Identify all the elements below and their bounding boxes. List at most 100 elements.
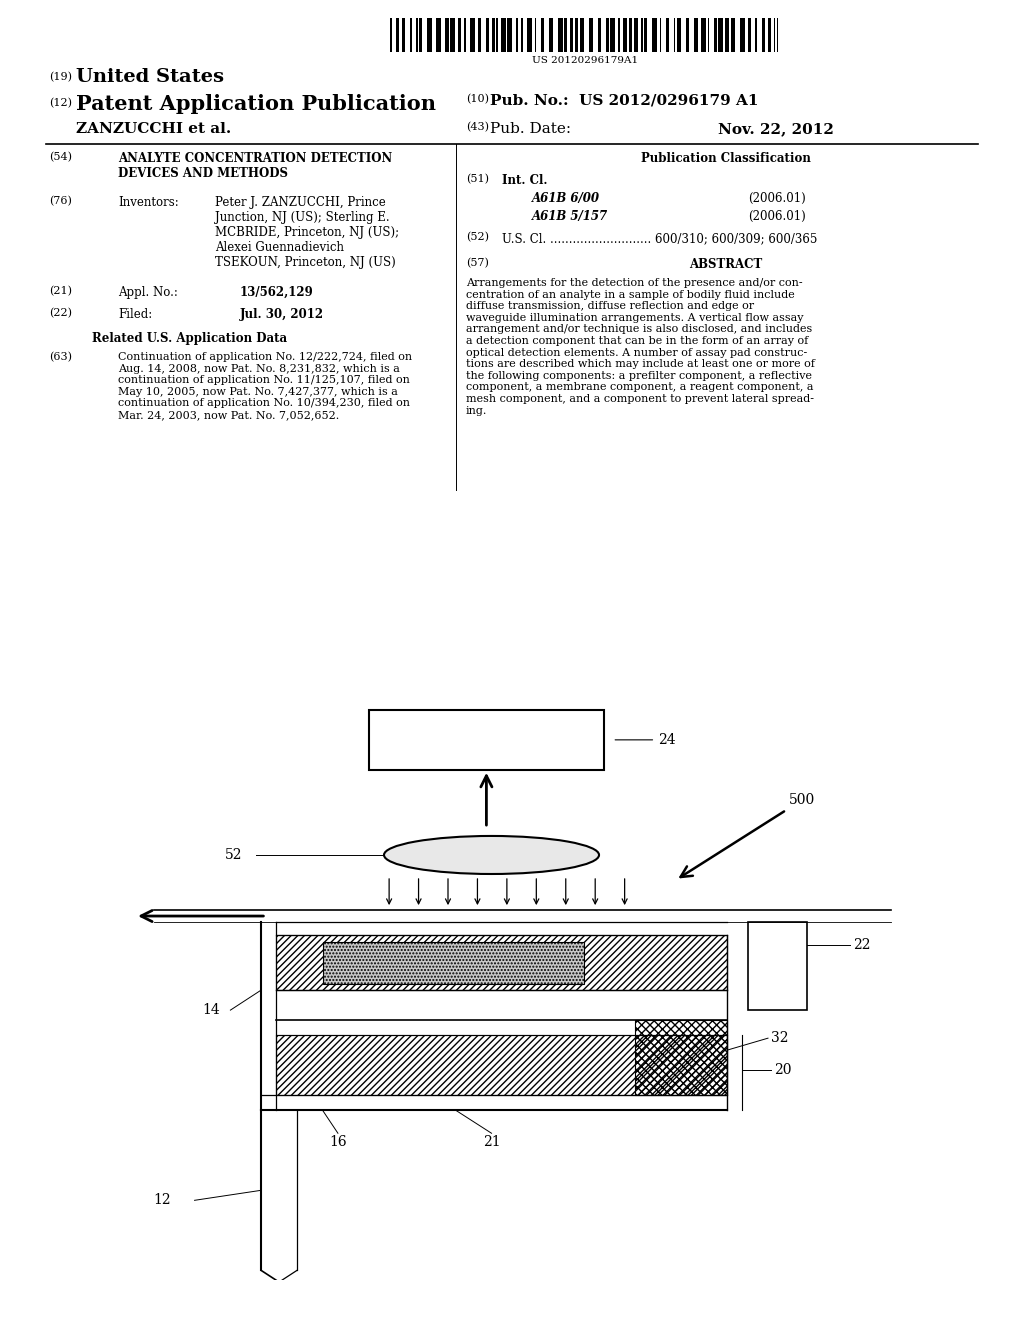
Bar	[635, 1020, 727, 1096]
Text: Continuation of application No. 12/222,724, filed on
Aug. 14, 2008, now Pat. No.: Continuation of application No. 12/222,7…	[118, 352, 412, 420]
Bar	[623, 18, 628, 51]
Text: (43): (43)	[466, 121, 489, 132]
Bar	[485, 18, 488, 51]
Text: Int. Cl.: Int. Cl.	[502, 174, 548, 187]
Bar	[470, 18, 475, 51]
Bar	[516, 18, 518, 51]
Bar	[564, 18, 567, 51]
Text: Pub. No.:  US 2012/0296179 A1: Pub. No.: US 2012/0296179 A1	[490, 94, 759, 108]
Text: (22): (22)	[49, 308, 72, 318]
Bar	[527, 18, 531, 51]
Bar	[570, 18, 573, 51]
Bar	[427, 18, 432, 51]
Bar	[606, 18, 609, 51]
Text: (52): (52)	[466, 232, 489, 243]
Bar	[521, 18, 522, 51]
Bar	[458, 18, 461, 51]
Bar	[436, 18, 441, 51]
Bar	[501, 18, 506, 51]
Bar	[629, 18, 632, 51]
Text: U.S. Cl. ........................... 600/310; 600/309; 600/365: U.S. Cl. ........................... 600…	[502, 232, 817, 246]
Bar	[731, 18, 735, 51]
Bar	[677, 18, 681, 51]
Text: (19): (19)	[49, 73, 72, 82]
Bar	[714, 18, 717, 51]
Text: 21: 21	[482, 1135, 501, 1150]
Bar	[652, 18, 656, 51]
Text: (2006.01): (2006.01)	[748, 210, 806, 223]
Text: Arrangements for the detection of the presence and/or con-
centration of an anal: Arrangements for the detection of the pr…	[466, 279, 815, 416]
Text: 52: 52	[225, 847, 243, 862]
Text: United States: United States	[76, 69, 224, 86]
Bar	[549, 18, 553, 51]
Bar	[276, 935, 727, 990]
Bar	[618, 18, 620, 51]
Bar	[610, 18, 615, 51]
Bar	[497, 18, 498, 51]
Bar	[390, 18, 391, 51]
Bar	[634, 18, 638, 51]
Bar	[507, 18, 512, 51]
Bar	[369, 710, 604, 770]
Text: (12): (12)	[49, 98, 72, 108]
Bar	[541, 18, 544, 51]
Text: Patent Application Publication: Patent Application Publication	[76, 94, 436, 114]
Bar	[575, 18, 579, 51]
Bar	[410, 18, 412, 51]
Bar	[396, 18, 399, 51]
Text: Publication Classification: Publication Classification	[641, 152, 811, 165]
Bar	[777, 18, 778, 51]
Text: Filed:: Filed:	[118, 308, 153, 321]
Text: 16: 16	[329, 1135, 347, 1150]
Text: 14: 14	[203, 1003, 220, 1018]
Bar	[762, 18, 765, 51]
Bar	[748, 18, 751, 51]
Bar	[478, 18, 481, 51]
Bar	[748, 923, 807, 1010]
Bar	[719, 18, 723, 51]
Text: A61B 6/00: A61B 6/00	[532, 191, 600, 205]
Bar	[580, 18, 585, 51]
Bar	[708, 18, 709, 51]
Bar	[701, 18, 706, 51]
Bar	[419, 18, 422, 51]
Text: Appl. No.:: Appl. No.:	[118, 286, 178, 300]
Bar	[674, 18, 675, 51]
Bar	[756, 18, 757, 51]
Text: (54): (54)	[49, 152, 72, 162]
Bar	[445, 18, 449, 51]
Bar	[740, 18, 744, 51]
Bar	[416, 18, 418, 51]
Text: Nov. 22, 2012: Nov. 22, 2012	[718, 121, 834, 136]
Text: (57): (57)	[466, 257, 488, 268]
Text: 20: 20	[774, 1063, 792, 1077]
Text: (63): (63)	[49, 352, 72, 362]
Bar	[693, 18, 698, 51]
Text: Inventors:: Inventors:	[118, 195, 179, 209]
Bar	[492, 18, 495, 51]
Bar	[589, 18, 594, 51]
Text: 500: 500	[788, 793, 815, 807]
Text: (51): (51)	[466, 174, 489, 185]
Text: ZANZUCCHI et al.: ZANZUCCHI et al.	[76, 121, 231, 136]
Text: Peter J. ZANZUCCHI, Prince
Junction, NJ (US); Sterling E.
MCBRIDE, Princeton, NJ: Peter J. ZANZUCCHI, Prince Junction, NJ …	[215, 195, 399, 269]
Bar	[464, 18, 466, 51]
Bar	[641, 18, 643, 51]
Bar	[451, 18, 455, 51]
Text: Jul. 30, 2012: Jul. 30, 2012	[240, 308, 325, 321]
Ellipse shape	[384, 836, 599, 874]
Text: A61B 5/157: A61B 5/157	[532, 210, 608, 223]
Bar	[535, 18, 537, 51]
Bar	[558, 18, 562, 51]
Bar	[768, 18, 771, 51]
Bar	[725, 18, 729, 51]
Text: (21): (21)	[49, 286, 72, 296]
Bar	[774, 18, 775, 51]
Text: ANALYTE CONCENTRATION DETECTION
DEVICES AND METHODS: ANALYTE CONCENTRATION DETECTION DEVICES …	[118, 152, 392, 180]
Bar	[598, 18, 601, 51]
Bar	[666, 18, 669, 51]
Text: ABSTRACT: ABSTRACT	[689, 257, 763, 271]
Text: Related U.S. Application Data: Related U.S. Application Data	[92, 333, 288, 345]
Text: 22: 22	[853, 939, 870, 952]
Bar	[686, 18, 689, 51]
